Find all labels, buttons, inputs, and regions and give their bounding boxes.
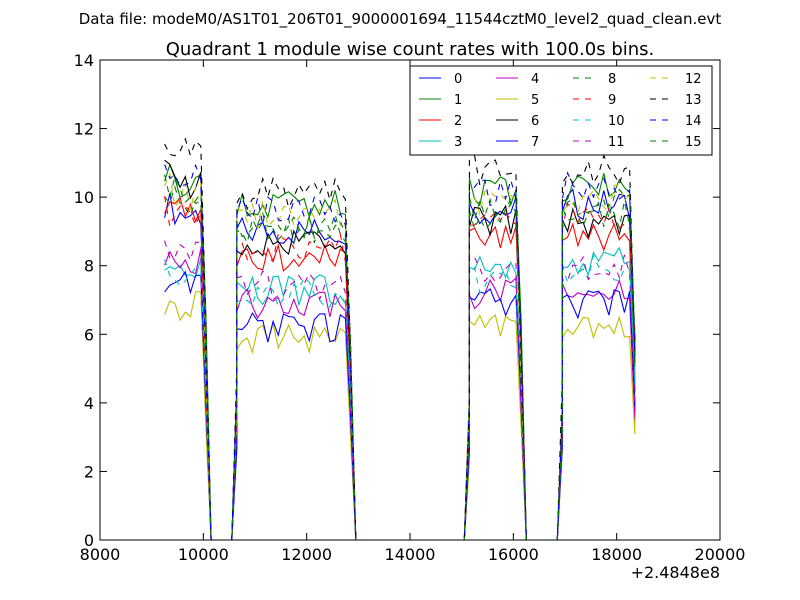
legend-label-7: 7 xyxy=(531,135,539,150)
y-tick-label: 0 xyxy=(84,531,94,550)
y-tick-label: 14 xyxy=(74,51,94,70)
legend-label-5: 5 xyxy=(531,93,539,108)
x-tick-label: 10000 xyxy=(178,545,229,564)
figure-suptitle: Data file: modeM0/AS1T01_206T01_90000016… xyxy=(79,10,722,29)
legend-label-4: 4 xyxy=(531,72,539,87)
series-line-15 xyxy=(164,174,636,540)
legend-label-8: 8 xyxy=(608,72,616,87)
y-tick-label: 2 xyxy=(84,462,94,481)
series-line-7 xyxy=(164,270,636,540)
legend-label-1: 1 xyxy=(454,93,462,108)
axis-ticks: 8000 10000 12000 14000 16000 18000 20000 0 2 4 6 8 1… xyxy=(74,51,746,564)
legend-label-6: 6 xyxy=(531,114,539,129)
series-line-11 xyxy=(164,240,636,540)
legend-label-13: 13 xyxy=(685,93,702,108)
plot-area xyxy=(164,137,636,540)
y-tick-label: 6 xyxy=(84,325,94,344)
series-line-4 xyxy=(164,248,636,540)
x-tick-label: 16000 xyxy=(488,545,539,564)
legend-box xyxy=(409,65,713,156)
x-tick-label: 12000 xyxy=(281,545,332,564)
legend-label-15: 15 xyxy=(685,135,702,150)
x-tick-label: 20000 xyxy=(695,545,746,564)
series-line-10 xyxy=(164,253,636,540)
legend-label-11: 11 xyxy=(608,135,625,150)
legend-label-0: 0 xyxy=(454,72,462,87)
chart-title: Quadrant 1 module wise count rates with … xyxy=(166,39,655,60)
legend-label-2: 2 xyxy=(454,114,462,129)
x-tick-label: 14000 xyxy=(385,545,436,564)
legend-label-9: 9 xyxy=(608,93,616,108)
legend-label-10: 10 xyxy=(608,114,625,129)
x-tick-label: 18000 xyxy=(591,545,642,564)
y-tick-label: 10 xyxy=(74,188,94,207)
legend-label-14: 14 xyxy=(685,114,702,129)
series-line-3 xyxy=(164,246,636,540)
y-tick-label: 4 xyxy=(84,394,94,413)
legend-label-3: 3 xyxy=(454,135,462,150)
y-tick-label: 12 xyxy=(74,120,94,139)
legend-label-12: 12 xyxy=(685,72,702,87)
x-offset-label: +2.4848e8 xyxy=(631,563,720,582)
y-tick-label: 8 xyxy=(84,257,94,276)
x-tick-label: 8000 xyxy=(80,545,121,564)
